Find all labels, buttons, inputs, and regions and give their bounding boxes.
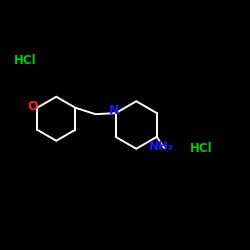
Text: HCl: HCl bbox=[14, 54, 36, 66]
Text: NH₂: NH₂ bbox=[149, 140, 174, 153]
Text: HCl: HCl bbox=[190, 142, 212, 155]
Text: O: O bbox=[28, 100, 38, 113]
Text: N: N bbox=[109, 104, 120, 117]
